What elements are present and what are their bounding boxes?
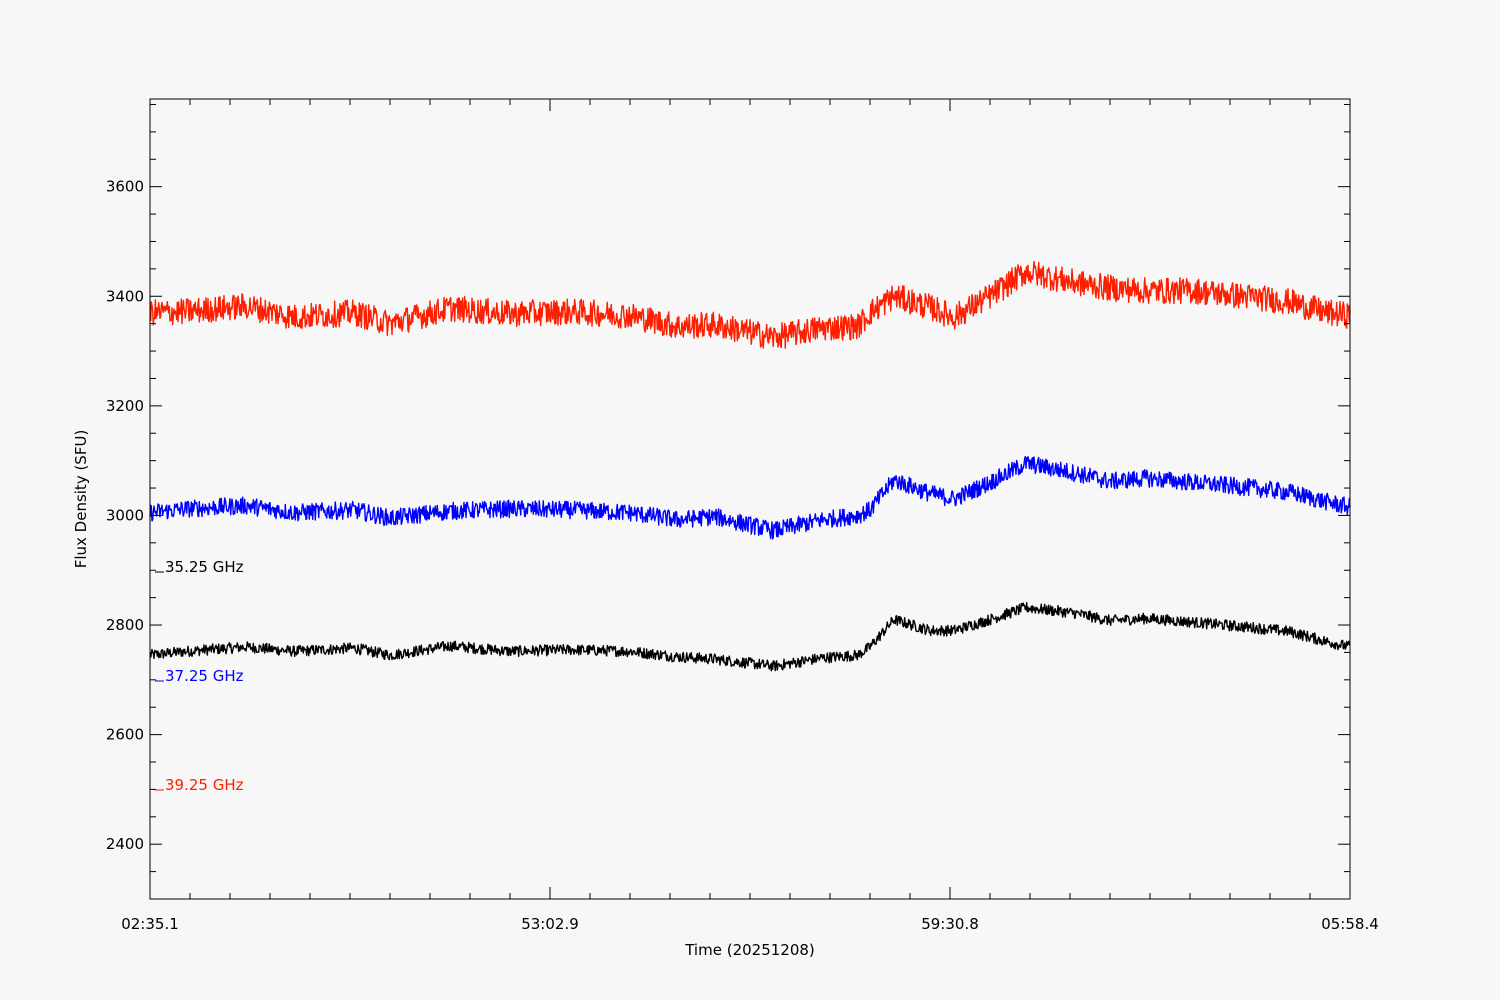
series-line-1 — [149, 455, 1351, 540]
ticks-layer — [149, 99, 1351, 900]
x-tick-label: 53:02.9 — [521, 915, 579, 933]
y-tick-label: 3600 — [106, 178, 144, 196]
x-tick-label: 59:30.8 — [921, 915, 979, 933]
y-tick-label: 3200 — [106, 397, 144, 415]
series-line-0 — [149, 602, 1351, 672]
y-tick-label: 3000 — [106, 506, 144, 524]
legend-label-0: 35.25 GHz — [165, 558, 244, 576]
x-tick-label: 05:58.4 — [1321, 915, 1379, 933]
y-tick-label: 2600 — [106, 726, 144, 744]
plot-frame — [149, 98, 1351, 900]
y-axis-label: Flux Density (SFU) — [72, 430, 90, 569]
series-line-2 — [149, 260, 1351, 349]
y-tick-label: 2400 — [106, 835, 144, 853]
x-tick-label: 02:35.1 — [121, 915, 179, 933]
legend-label-1: 37.25 GHz — [165, 667, 244, 685]
series-layer — [149, 260, 1351, 672]
legend-label-2: 39.25 GHz — [165, 776, 244, 794]
x-axis-label: Time (20251208) — [684, 941, 815, 959]
y-tick-label: 3400 — [106, 287, 144, 305]
y-tick-label: 2800 — [106, 616, 144, 634]
labels-layer: 2400 2600 2800 3000 3200 3400 3600 02:35.1 53:02… — [106, 178, 1379, 933]
